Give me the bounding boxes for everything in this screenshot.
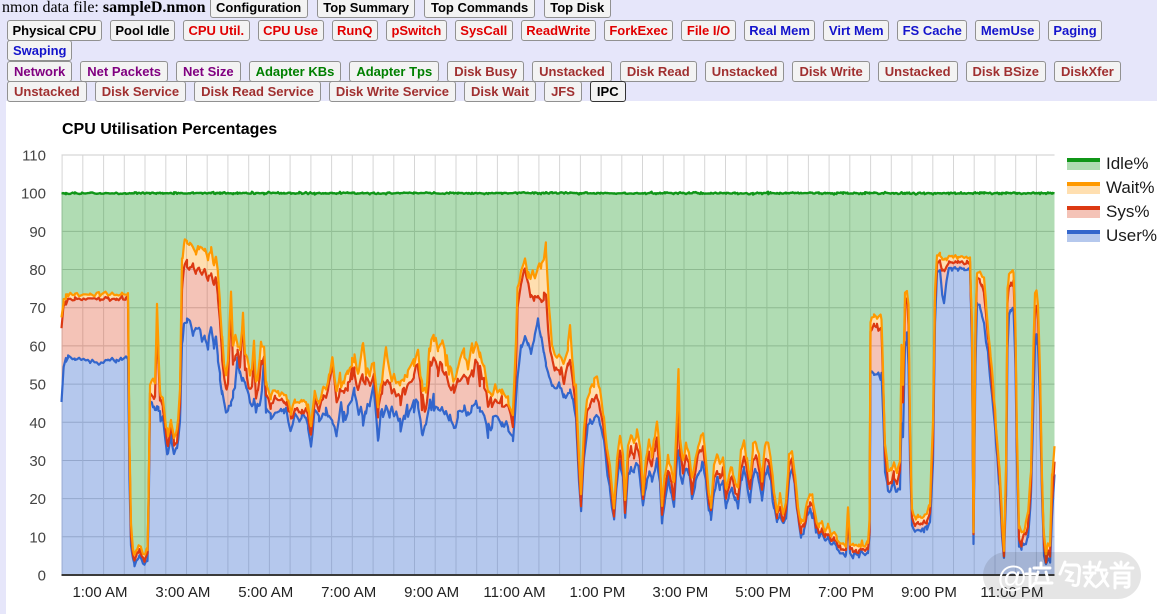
svg-text:70: 70	[29, 300, 46, 317]
svg-text:1:00 AM: 1:00 AM	[72, 584, 127, 601]
svg-text:1:00 PM: 1:00 PM	[569, 584, 625, 601]
svg-text:3:00 AM: 3:00 AM	[155, 584, 210, 601]
svg-text:50: 50	[29, 377, 46, 394]
svg-text:5:00 PM: 5:00 PM	[735, 584, 791, 601]
svg-text:110: 110	[22, 148, 46, 165]
svg-text:30: 30	[29, 453, 46, 470]
svg-text:100: 100	[21, 186, 46, 203]
svg-text:40: 40	[29, 415, 46, 432]
svg-text:10: 10	[29, 529, 46, 546]
svg-text:11:00 AM: 11:00 AM	[483, 584, 545, 601]
svg-text:Idle%: Idle%	[1106, 154, 1149, 173]
svg-text:9:00 PM: 9:00 PM	[901, 584, 957, 601]
svg-text:7:00 AM: 7:00 AM	[321, 584, 376, 601]
svg-text:9:00 AM: 9:00 AM	[404, 584, 459, 601]
svg-text:User%: User%	[1106, 226, 1157, 245]
svg-text:90: 90	[29, 224, 46, 241]
svg-text:11:00 PM: 11:00 PM	[980, 584, 1043, 601]
svg-text:Sys%: Sys%	[1106, 202, 1149, 221]
svg-text:60: 60	[29, 338, 46, 355]
svg-text:@: @	[997, 561, 1027, 594]
svg-text:3:00 PM: 3:00 PM	[652, 584, 708, 601]
svg-text:80: 80	[29, 262, 46, 279]
svg-text:CPU Utilisation Percentages: CPU Utilisation Percentages	[62, 121, 277, 138]
svg-text:7:00 PM: 7:00 PM	[818, 584, 874, 601]
svg-text:20: 20	[29, 491, 46, 508]
svg-text:5:00 AM: 5:00 AM	[238, 584, 293, 601]
svg-text:Wait%: Wait%	[1106, 178, 1155, 197]
svg-text:0: 0	[38, 568, 46, 585]
